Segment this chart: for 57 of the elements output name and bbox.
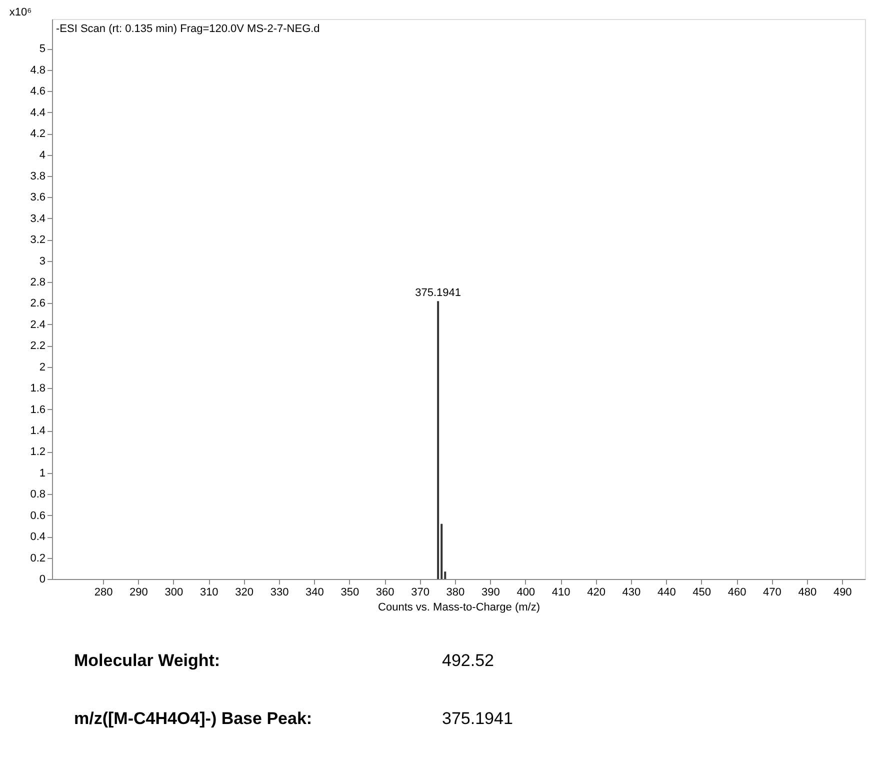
bar [437,301,440,579]
chart-title: -ESI Scan (rt: 0.135 min) Frag=120.0V MS-2-7-NEG.d [56,23,320,35]
text: 375.1941 [442,709,513,728]
y-tick-label: 2 [39,361,46,374]
text: 492.52 [442,651,494,670]
y-tick-label: 4.6 [30,86,46,98]
y-tick-label: 0.2 [30,552,46,564]
x-tick-label: 490 [833,586,852,598]
y-tick-label: 2.6 [30,298,46,310]
y-axis-title: x10⁶ [9,6,32,18]
y-tick-label: 3.8 [30,170,46,182]
x-tick-label: 340 [306,586,324,598]
y-tick-label: 2.8 [30,276,46,289]
x-tick-label: 480 [798,586,817,598]
y-tick-label: 5 [39,43,46,56]
y-tick-label: 4.4 [30,106,46,119]
x-tick-label: 310 [200,586,218,598]
y-tick-label: 4.2 [30,128,46,140]
y-tick-label: 2.4 [30,318,46,331]
y-tick-label: 0.6 [30,510,46,522]
x-tick-label: 400 [516,586,536,598]
text: m/z([M-C4H4O4]-) Base Peak: [74,709,312,728]
y-tick-label: 1.8 [30,382,46,395]
y-tick-label: 3.4 [30,212,46,225]
x-axis-title: Counts vs. Mass-to-Charge (m/z) [378,602,540,614]
y-tick-label: 1.4 [30,425,46,438]
x-tick-label: 300 [164,586,184,598]
y-tick-label: 3.6 [30,192,46,204]
x-tick-label: 320 [235,586,254,598]
text: Molecular Weight: [74,651,220,670]
annotation: 375.1941 [415,287,462,300]
x-tick-label: 350 [340,586,360,598]
y-tick-label: 4.8 [30,64,46,76]
y-tick-label: 3.2 [30,234,46,246]
x-tick-label: 330 [270,586,289,598]
x-tick-label: 420 [587,586,606,598]
x-tick-label: 390 [481,586,500,598]
y-tick-label: 2.2 [30,340,46,352]
x-tick-label: 280 [94,586,113,598]
x-tick-label: 430 [622,586,641,598]
y-tick-label: 1 [39,467,46,480]
x-tick-label: 440 [657,586,676,598]
y-tick-label: 0.4 [30,531,46,544]
x-tick-label: 360 [376,586,394,598]
y-tick-label: 1.6 [30,404,46,416]
y-tick-label: 0.8 [30,488,46,501]
y-tick-label: 4 [39,149,46,162]
y-tick-label: 1.2 [30,446,46,458]
y-tick-label: 0 [39,574,46,586]
x-tick-label: 470 [763,586,782,598]
y-tick-label: 3 [39,255,46,268]
x-tick-label: 450 [692,586,712,598]
x-tick-label: 410 [552,586,570,598]
x-tick-label: 370 [411,586,430,598]
x-tick-label: 290 [130,586,148,598]
x-tick-label: 380 [446,586,465,598]
x-tick-label: 460 [728,586,746,598]
